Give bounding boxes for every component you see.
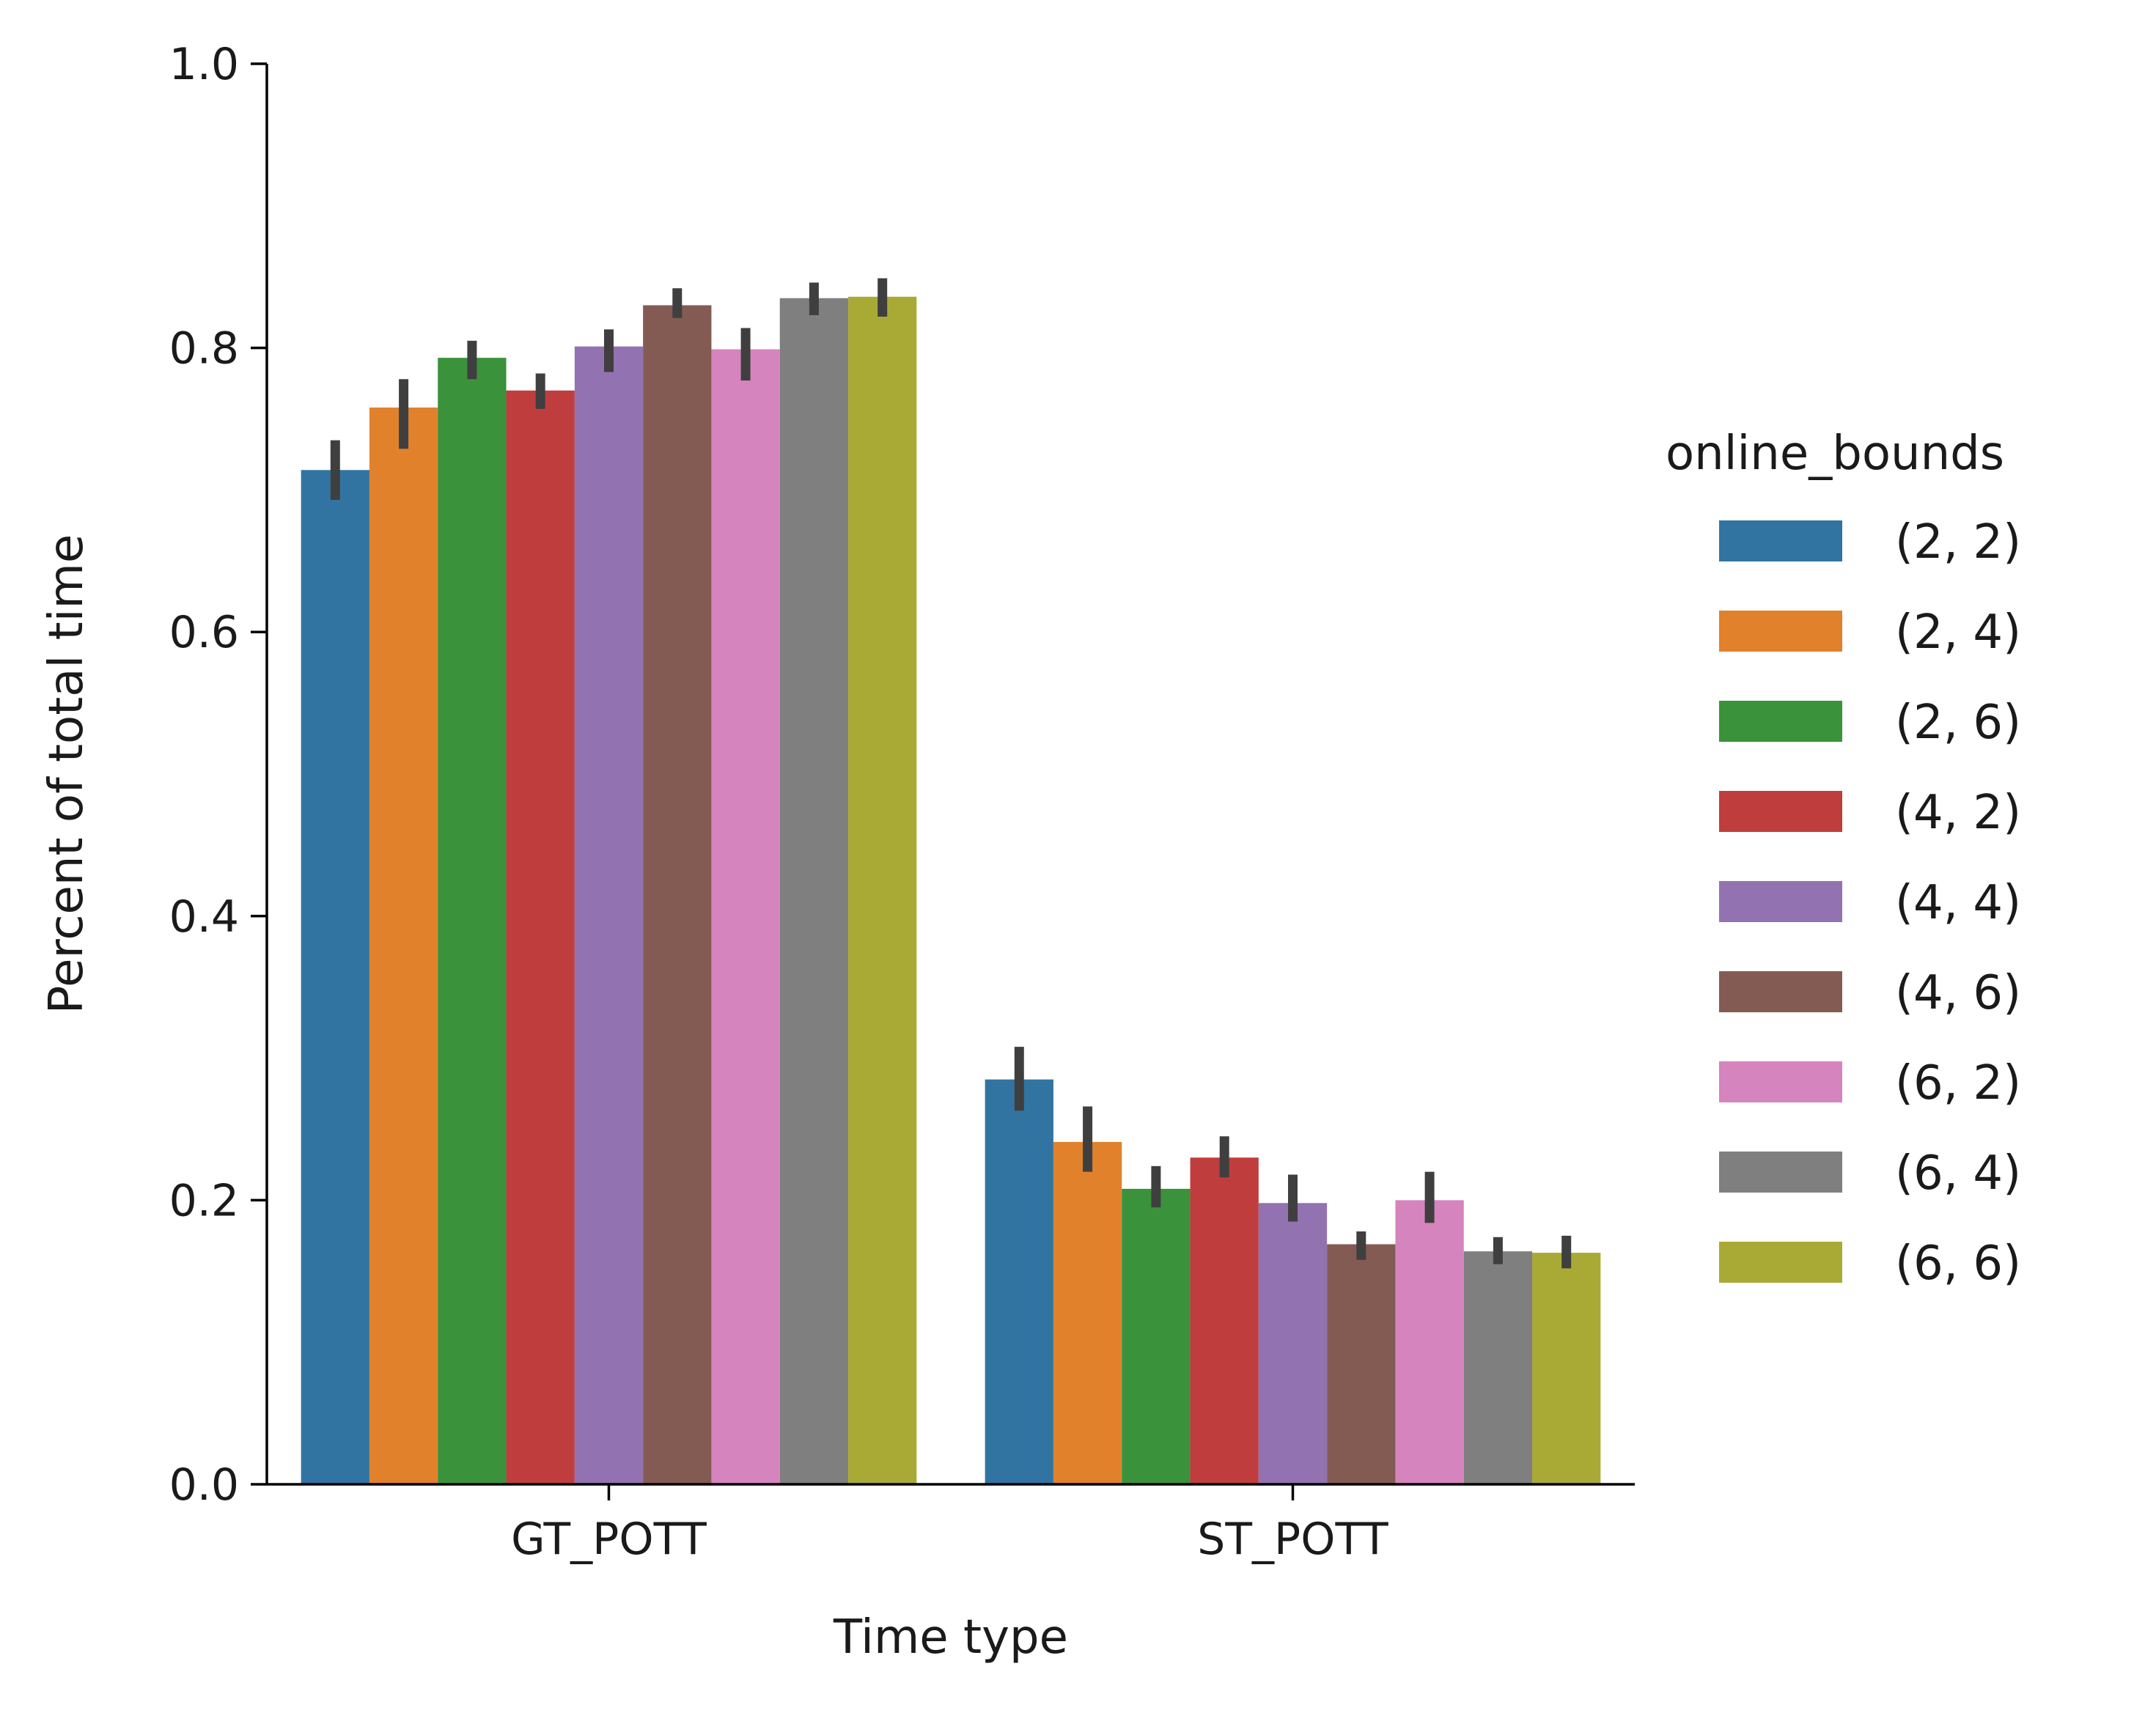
y-ticks: 0.0 0.2 0.4 0.6 0.8 1.0 [169, 39, 267, 1511]
y-tick-label: 0.2 [169, 1175, 239, 1226]
error-bars-layer [330, 278, 1572, 1269]
legend-swatch [1719, 1061, 1842, 1102]
bar [779, 298, 849, 1484]
bar [1532, 1253, 1601, 1484]
legend-swatch [1719, 1242, 1842, 1283]
bar [643, 305, 712, 1485]
bar [506, 390, 575, 1484]
bar [1122, 1188, 1191, 1484]
y-tick-label: 0.6 [169, 607, 239, 658]
y-tick-label: 0.0 [169, 1459, 239, 1511]
legend-label: (2, 4) [1895, 605, 2021, 660]
x-axis-label: Time type [833, 1610, 1068, 1665]
bar [574, 346, 644, 1484]
y-tick-label: 1.0 [169, 39, 239, 90]
bars-layer [301, 296, 1601, 1485]
bar [1053, 1141, 1122, 1484]
bar [1327, 1244, 1396, 1484]
legend-label: (6, 4) [1895, 1146, 2021, 1201]
y-axis-label: Percent of total time [40, 534, 94, 1014]
legend-swatch [1719, 520, 1842, 561]
legend-title: online_bounds [1666, 427, 2004, 481]
x-tick-label: ST_POTT [1197, 1514, 1388, 1565]
legend-label: (2, 6) [1895, 696, 2021, 750]
bar [369, 407, 438, 1484]
bar [301, 470, 369, 1484]
x-tick-label: GT_POTT [511, 1514, 707, 1565]
legend-swatch [1719, 701, 1842, 742]
legend-swatch [1719, 881, 1842, 922]
legend-label: (6, 2) [1895, 1056, 2021, 1110]
legend-label: (6, 6) [1895, 1237, 2021, 1291]
bar [1395, 1200, 1464, 1484]
axes-layer [265, 64, 1635, 1486]
legend-label: (4, 6) [1895, 966, 2021, 1020]
bar [985, 1079, 1053, 1484]
bar [711, 349, 780, 1485]
legend-swatch [1719, 791, 1842, 832]
bar [1463, 1251, 1533, 1484]
y-tick-label: 0.4 [169, 891, 239, 943]
legend: online_bounds (2, 2) (2, 4) (2, 6) (4, 2) (4… [1666, 427, 2021, 1291]
legend-swatch [1719, 611, 1842, 652]
legend-swatch [1719, 971, 1842, 1012]
y-tick-label: 0.8 [169, 323, 239, 375]
bar [438, 358, 507, 1484]
legend-label: (2, 2) [1895, 515, 2021, 570]
bar [848, 296, 917, 1484]
legend-label: (4, 4) [1895, 876, 2021, 930]
legend-label: (4, 2) [1895, 786, 2021, 840]
bar [1258, 1203, 1328, 1484]
x-ticks: GT_POTT ST_POTT [511, 1484, 1388, 1565]
bar [1190, 1157, 1259, 1484]
legend-swatch [1719, 1152, 1842, 1193]
